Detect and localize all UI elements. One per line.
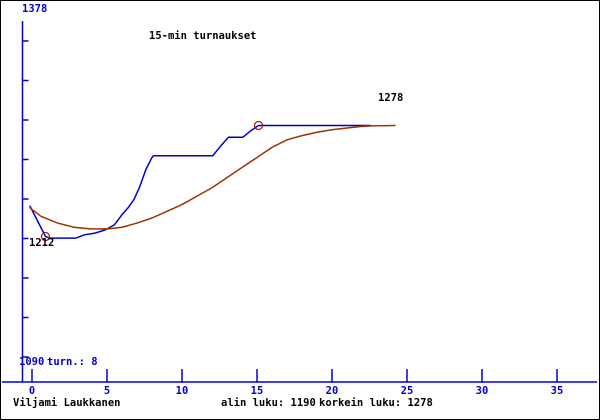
- rating-line: [29, 124, 372, 239]
- x-axis-tick-label: 15: [250, 385, 264, 397]
- first-point-value-label: 1212: [29, 237, 55, 249]
- x-axis-tick-label: 30: [475, 385, 489, 397]
- x-axis-tick-label: 5: [103, 385, 111, 397]
- x-axis-tick-label: 20: [325, 385, 339, 397]
- y-axis-min-label: 1090: [19, 356, 45, 368]
- trend-line: [29, 124, 396, 230]
- x-axis-tick-label: 0: [28, 385, 36, 397]
- data-point-marker: [253, 120, 264, 131]
- x-axis-tick-label: 25: [400, 385, 414, 397]
- x-axis-tick-label: 35: [550, 385, 564, 397]
- data-point-marker: [40, 231, 51, 242]
- tournament-count-label: turn.: 8: [47, 356, 98, 368]
- x-axis-tick-label: 10: [175, 385, 189, 397]
- y-axis-max-label: 1378: [22, 3, 48, 15]
- lowest-rating-text: alin luku: 1190: [221, 397, 316, 409]
- highest-rating-text: korkein luku: 1278: [319, 397, 433, 409]
- chart-title: 15-min turnaukset: [149, 30, 257, 42]
- last-point-value-label: 1278: [378, 92, 404, 104]
- player-name: Viljami Laukkanen: [13, 397, 121, 409]
